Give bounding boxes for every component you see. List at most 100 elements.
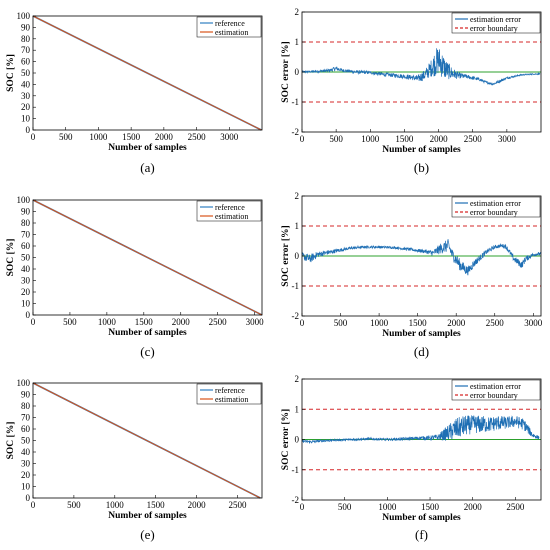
x-tick-label: 1000: [106, 500, 125, 510]
y-tick-label: 60: [21, 241, 31, 251]
y-tick-label: 80: [21, 218, 31, 228]
y-tick-label: 50: [21, 436, 31, 446]
x-tick-label: 0: [31, 317, 36, 327]
legend-label: error boundary: [470, 208, 518, 217]
x-tick-label: 2000: [172, 317, 191, 327]
x-tick-label: 500: [59, 132, 73, 142]
series-estimation: [32, 15, 262, 131]
x-tick-label: 2000: [155, 132, 174, 142]
x-tick-label: 1500: [135, 317, 154, 327]
y-tick-label: 10: [21, 482, 31, 492]
subplot-caption: (c): [140, 344, 154, 359]
y-tick-label: 2: [295, 7, 300, 17]
x-tick-label: 2500: [188, 132, 207, 142]
legend-box: [451, 12, 541, 34]
legend-label: reference: [215, 203, 245, 212]
legend-label: estimation error: [470, 15, 521, 24]
subplot-f: 0 500 1000 1500 2000 2500 -2 -1 0 1 2 Number of sam…: [281, 374, 542, 542]
y-tick-label: 0: [295, 67, 300, 77]
x-tick-label: 2000: [430, 134, 449, 144]
x-tick-label: 2000: [188, 500, 207, 510]
y-tick-label: 30: [21, 91, 31, 101]
y-tick-label: 2: [295, 374, 300, 384]
x-tick-label: 500: [67, 500, 81, 510]
y-axis-label: SOC [%]: [6, 239, 16, 277]
y-tick-label: 40: [21, 79, 31, 89]
y-tick-label: 90: [21, 207, 31, 217]
subplot-caption: (f): [415, 527, 428, 542]
x-axis-label: Number of samples: [108, 511, 187, 521]
x-tick-label: 1000: [98, 317, 117, 327]
y-tick-label: 70: [21, 45, 31, 55]
y-tick-label: -1: [292, 281, 300, 291]
x-axis-label: Number of samples: [382, 513, 461, 523]
legend-label: estimation: [215, 212, 248, 221]
x-tick-label: 0: [31, 500, 36, 510]
y-tick-label: 80: [21, 34, 31, 44]
x-axis-label: Number of samples: [108, 143, 187, 153]
y-tick-label: 10: [21, 114, 31, 124]
x-tick-label: 1000: [378, 502, 397, 512]
series-estimation-error: [301, 415, 540, 444]
x-tick-label: 2000: [447, 318, 466, 328]
x-tick-label: 0: [300, 134, 305, 144]
y-tick-label: 40: [21, 264, 31, 274]
y-tick-label: 0: [26, 493, 31, 503]
x-tick-label: 500: [329, 134, 343, 144]
x-tick-label: 2000: [464, 502, 483, 512]
x-tick-label: 2500: [506, 502, 525, 512]
x-tick-label: 3000: [524, 318, 543, 328]
subplot-caption: (d): [414, 344, 429, 359]
x-tick-label: 2500: [464, 134, 483, 144]
y-tick-label: 1: [295, 404, 300, 414]
x-tick-label: 0: [31, 132, 36, 142]
x-tick-label: 2500: [228, 500, 247, 510]
x-tick-label: 3000: [498, 134, 517, 144]
y-axis-label: SOC error [%]: [281, 41, 291, 102]
y-tick-label: -2: [292, 495, 300, 505]
y-tick-label: -1: [292, 465, 300, 475]
legend-label: reference: [215, 19, 245, 28]
subplot-caption: (e): [140, 527, 154, 542]
y-tick-label: 10: [21, 299, 31, 309]
series-estimation: [32, 199, 263, 316]
subplot-caption: (a): [140, 160, 154, 175]
y-axis-label: SOC error [%]: [281, 225, 291, 286]
y-tick-label: 30: [21, 276, 31, 286]
legend-box: [451, 196, 541, 218]
x-tick-label: 1000: [89, 132, 108, 142]
y-tick-label: 20: [21, 102, 31, 112]
y-tick-label: 0: [295, 435, 300, 445]
y-tick-label: 1: [295, 221, 300, 231]
y-tick-label: 0: [26, 125, 31, 135]
series-estimation-error: [301, 239, 542, 276]
x-tick-label: 1500: [395, 134, 414, 144]
y-tick-label: 40: [21, 447, 31, 457]
y-tick-label: 70: [21, 230, 31, 240]
subplot-d: 0 500 1000 1500 2000 2500 3000 -2 -1 0 1 2 Number of…: [281, 191, 543, 359]
legend-label: estimation: [215, 395, 248, 404]
x-tick-label: 3000: [220, 132, 239, 142]
series-estimation: [32, 382, 261, 499]
y-tick-label: 80: [21, 401, 31, 411]
x-tick-label: 2500: [486, 318, 505, 328]
y-axis-label: SOC [%]: [6, 54, 16, 92]
y-tick-label: 0: [26, 310, 31, 320]
x-tick-label: 0: [300, 502, 305, 512]
legend-label: reference: [215, 386, 245, 395]
legend-label: estimation error: [470, 382, 521, 391]
x-tick-label: 1500: [147, 500, 166, 510]
x-tick-label: 1000: [370, 318, 389, 328]
x-tick-label: 3000: [246, 317, 265, 327]
y-tick-label: 50: [21, 68, 31, 78]
y-tick-label: -2: [292, 311, 300, 321]
y-tick-label: 20: [21, 287, 31, 297]
